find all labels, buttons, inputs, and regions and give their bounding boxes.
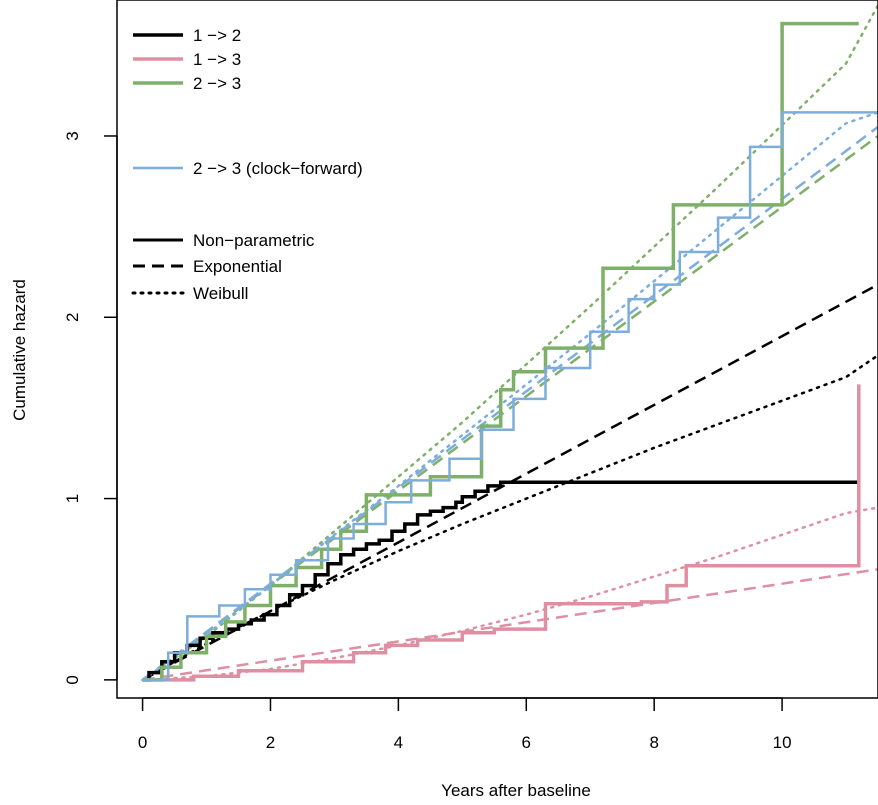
series-2-3-clock-forward-weibull xyxy=(141,111,878,682)
x-tick-label: 6 xyxy=(522,733,531,752)
x-tick-label: 2 xyxy=(266,733,275,752)
legend-item-exponential: Exponential xyxy=(133,257,282,276)
series-2-3-clock-forward-non-parametric xyxy=(142,111,878,682)
series-2-3-non-parametric xyxy=(142,21,859,682)
plot-frame xyxy=(116,0,878,699)
series-1-3-exponential xyxy=(142,568,878,682)
x-axis: 0 2 4 6 8 10 xyxy=(138,697,792,752)
y-tick-label: 1 xyxy=(63,494,82,503)
legend-label: Exponential xyxy=(193,257,282,276)
series-1-3-non-parametric xyxy=(142,384,861,682)
y-axis-label: Cumulative hazard xyxy=(10,279,29,421)
legend-label: 2 −> 3 xyxy=(193,74,241,93)
y-tick-label: 3 xyxy=(63,131,82,140)
series-1-2-weibull xyxy=(141,354,878,682)
legend-label: 1 −> 3 xyxy=(193,50,241,69)
legend-item-1-3: 1 −> 3 xyxy=(133,50,241,69)
y-tick-label: 0 xyxy=(63,675,82,684)
legend-label: Non−parametric xyxy=(193,231,315,250)
legend-label: 1 −> 2 xyxy=(193,26,241,45)
y-tick-label: 2 xyxy=(63,313,82,322)
legend-label: Weibull xyxy=(193,284,248,303)
x-tick-label: 10 xyxy=(773,733,792,752)
x-axis-label: Years after baseline xyxy=(441,781,591,800)
legend-label: 2 −> 3 (clock−forward) xyxy=(193,159,363,178)
legend: 1 −> 2 1 −> 3 2 −> 3 2 −> 3 (clock−forward)… xyxy=(131,26,363,303)
legend-item-1-2: 1 −> 2 xyxy=(133,26,241,45)
series-1-3-weibull xyxy=(141,506,878,682)
legend-item-2-3: 2 −> 3 xyxy=(133,74,241,93)
x-tick-label: 0 xyxy=(138,733,147,752)
series-2-3-clock-forward-exponential xyxy=(141,125,878,681)
legend-item-2-3-clock-forward: 2 −> 3 (clock−forward) xyxy=(133,159,363,178)
legend-item-non-parametric: Non−parametric xyxy=(133,231,315,250)
legend-item-weibull: Weibull xyxy=(131,284,248,303)
x-tick-label: 4 xyxy=(394,733,403,752)
series-1-2-non-parametric xyxy=(142,480,859,682)
x-tick-label: 8 xyxy=(649,733,658,752)
y-axis: 0 1 2 3 xyxy=(63,131,118,685)
series-layer xyxy=(141,4,878,682)
